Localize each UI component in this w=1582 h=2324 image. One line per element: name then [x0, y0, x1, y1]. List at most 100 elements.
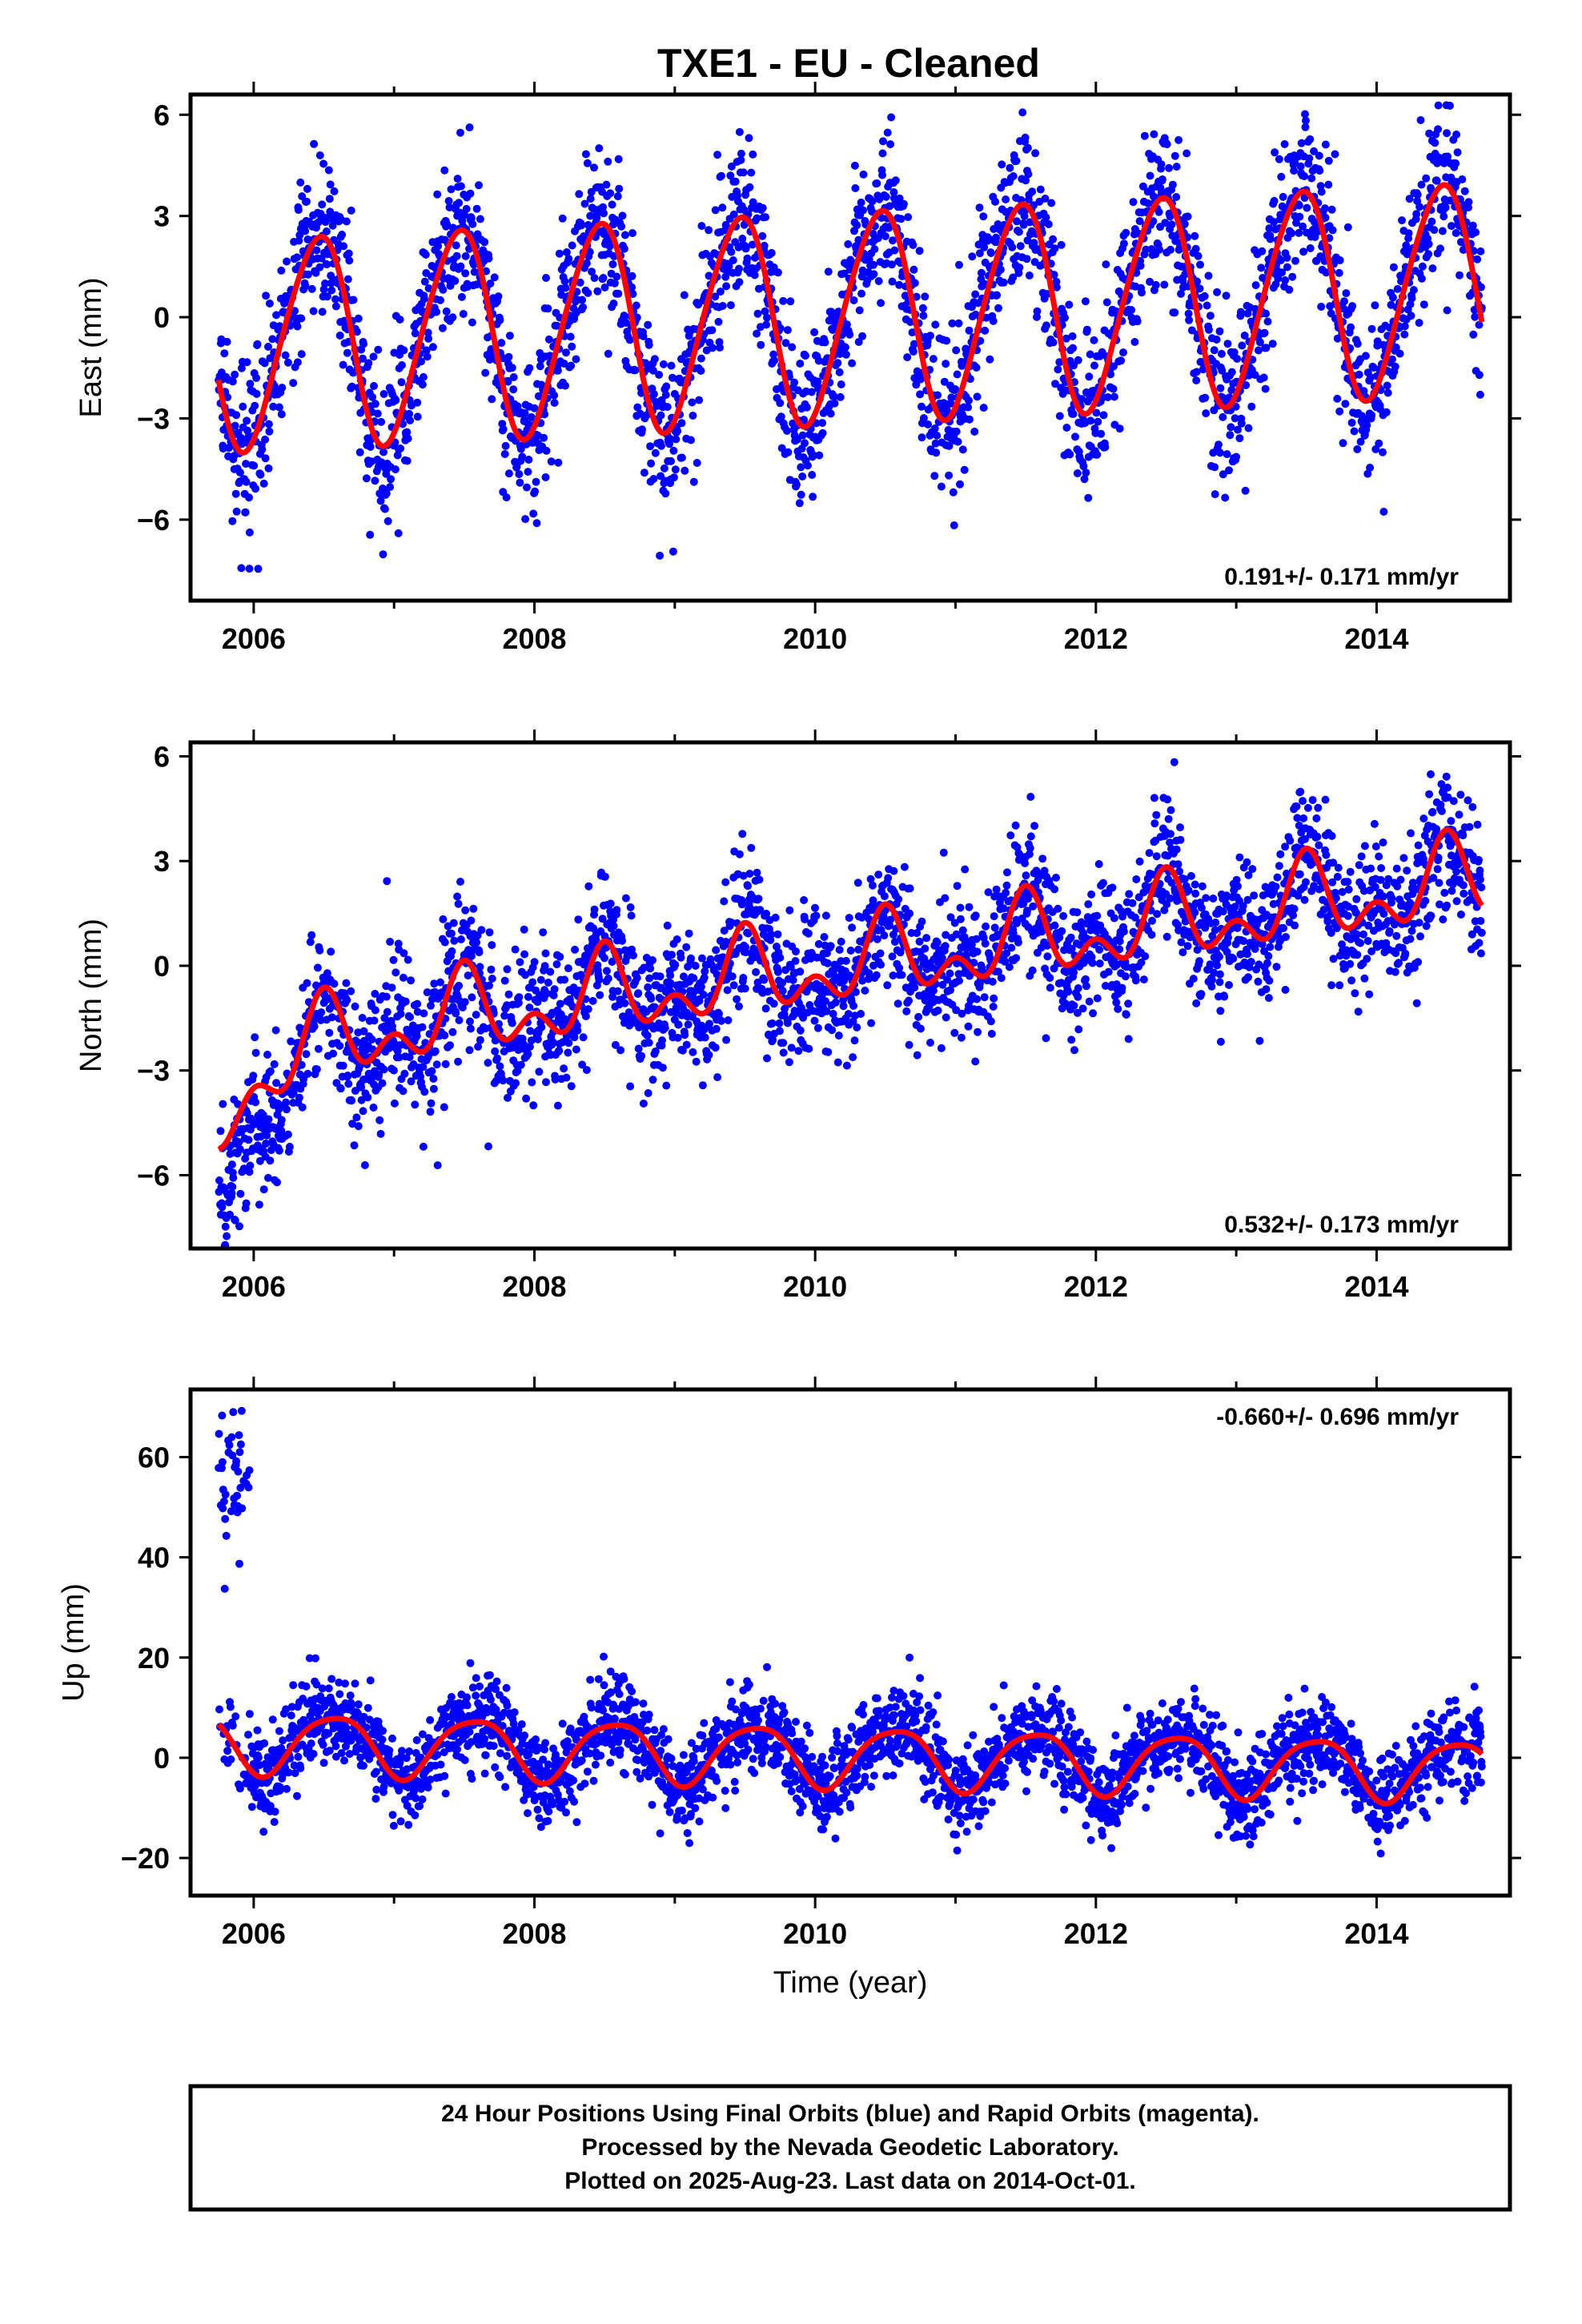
- data-point: [447, 929, 456, 938]
- data-point: [1379, 508, 1388, 516]
- data-point: [1299, 222, 1307, 231]
- data-point: [419, 1142, 428, 1151]
- data-point: [1090, 336, 1098, 344]
- data-point: [568, 342, 576, 351]
- data-point: [761, 307, 769, 316]
- data-point: [567, 361, 576, 370]
- data-point: [352, 1113, 361, 1122]
- data-point: [249, 1072, 258, 1080]
- data-point: [1066, 450, 1074, 459]
- data-point: [633, 403, 642, 412]
- data-point: [655, 371, 664, 379]
- data-point: [1230, 348, 1239, 356]
- data-point: [1138, 288, 1146, 297]
- data-point: [1119, 239, 1128, 248]
- data-point: [266, 1156, 275, 1165]
- data-point: [1215, 448, 1224, 457]
- data-point: [259, 1185, 268, 1194]
- data-point: [343, 1072, 352, 1080]
- data-point: [529, 1101, 538, 1110]
- data-point: [246, 380, 255, 388]
- data-point: [617, 222, 626, 231]
- data-point: [544, 304, 552, 313]
- x-tick-label: 2010: [783, 622, 847, 655]
- data-point: [484, 1142, 492, 1151]
- data-point: [918, 304, 927, 312]
- data-point: [1133, 317, 1142, 326]
- data-point: [867, 1019, 876, 1027]
- data-point: [456, 182, 465, 191]
- data-point: [456, 262, 465, 271]
- data-point: [460, 211, 469, 219]
- data-point: [769, 350, 778, 359]
- data-point: [613, 987, 622, 995]
- data-point: [1087, 890, 1096, 899]
- data-point: [1316, 182, 1325, 191]
- data-point: [528, 1078, 536, 1087]
- data-point: [441, 1059, 450, 1068]
- data-point: [252, 374, 261, 382]
- data-point: [1101, 443, 1110, 452]
- data-point: [950, 521, 958, 529]
- data-point: [255, 1156, 264, 1165]
- data-point: [1400, 322, 1409, 331]
- data-point: [620, 999, 629, 1007]
- data-point: [677, 419, 686, 428]
- data-point: [370, 382, 378, 390]
- data-point: [699, 991, 708, 999]
- data-point: [627, 911, 636, 920]
- data-point: [1419, 300, 1428, 309]
- data-point: [349, 296, 358, 304]
- data-point: [1018, 108, 1027, 117]
- data-point: [1119, 348, 1127, 357]
- data-point: [1078, 1004, 1087, 1013]
- data-point: [697, 367, 705, 375]
- data-point: [514, 999, 523, 1007]
- data-point: [956, 903, 965, 912]
- data-point: [1021, 133, 1030, 142]
- data-point: [296, 178, 305, 187]
- data-point: [1400, 330, 1409, 339]
- data-point: [509, 385, 518, 394]
- data-point: [1456, 238, 1465, 247]
- data-point: [533, 998, 542, 1007]
- data-point: [259, 1111, 267, 1120]
- data-point: [564, 1039, 573, 1047]
- data-point: [1146, 277, 1154, 286]
- data-point: [1417, 180, 1426, 189]
- data-point: [600, 872, 609, 881]
- data-point: [1278, 268, 1287, 277]
- data-point: [797, 490, 805, 499]
- data-point: [455, 199, 464, 207]
- data-point: [1475, 320, 1484, 329]
- data-point: [613, 192, 622, 201]
- data-point: [1234, 425, 1242, 434]
- data-point: [411, 329, 420, 338]
- data-point: [1436, 244, 1444, 253]
- data-point: [952, 346, 961, 355]
- data-point: [1388, 293, 1397, 302]
- data-point: [680, 291, 689, 300]
- data-point: [711, 206, 720, 215]
- data-point: [658, 1036, 666, 1045]
- data-point: [1204, 271, 1213, 280]
- data-point: [515, 993, 524, 1002]
- data-point: [541, 949, 550, 958]
- data-point: [632, 313, 641, 322]
- data-point: [331, 295, 339, 304]
- data-point: [1130, 338, 1139, 346]
- data-point: [350, 1141, 359, 1150]
- data-point: [977, 268, 986, 277]
- data-point: [555, 249, 564, 258]
- data-point: [1215, 327, 1224, 336]
- data-point: [835, 368, 844, 376]
- data-point: [1275, 155, 1283, 163]
- data-point: [845, 914, 853, 923]
- data-point: [1231, 414, 1239, 423]
- data-point: [339, 360, 347, 369]
- data-point: [1026, 218, 1034, 227]
- data-point: [990, 923, 999, 932]
- data-point: [808, 471, 817, 479]
- data-point: [216, 1127, 225, 1136]
- data-point: [1074, 356, 1082, 364]
